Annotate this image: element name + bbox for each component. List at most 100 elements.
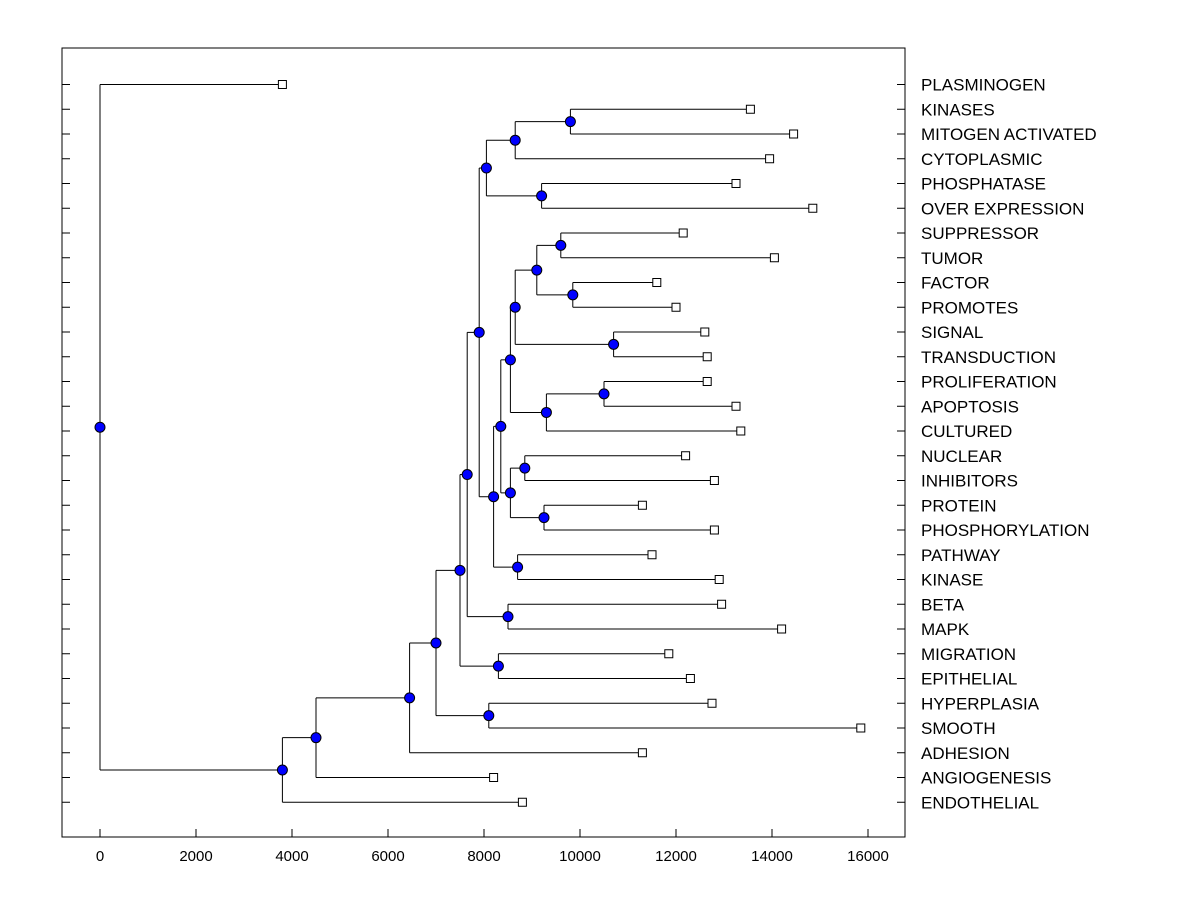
merge-node xyxy=(531,264,543,276)
leaf-label: PROTEIN xyxy=(921,496,997,515)
leaf-label: SMOOTH xyxy=(921,719,996,738)
leaf-marker xyxy=(652,278,662,287)
x-tick-label: 4000 xyxy=(275,848,308,865)
merge-node xyxy=(512,561,524,573)
x-tick-label: 10000 xyxy=(559,848,601,865)
x-tick-label: 0 xyxy=(96,848,104,865)
merge-node xyxy=(430,637,442,649)
merge-node xyxy=(492,660,504,672)
leaf-label: SIGNAL xyxy=(921,323,983,342)
x-tick-label: 6000 xyxy=(371,848,404,865)
leaf-label: TUMOR xyxy=(921,249,983,268)
leaf-marker xyxy=(789,129,799,139)
leaf-label: KINASES xyxy=(921,100,995,119)
leaf-markers xyxy=(277,80,866,807)
merge-node xyxy=(536,190,548,202)
leaf-marker xyxy=(717,599,727,609)
leaf-marker xyxy=(736,426,746,436)
leaf-marker xyxy=(664,649,674,659)
leaf-label: PATHWAY xyxy=(921,546,1001,565)
merge-node xyxy=(502,611,514,623)
leaf-marker xyxy=(856,723,866,733)
x-tick-label: 2000 xyxy=(179,848,212,865)
leaf-label: MIGRATION xyxy=(921,645,1016,664)
leaf-marker xyxy=(769,253,779,263)
leaf-label: SUPPRESSOR xyxy=(921,224,1039,243)
leaf-marker xyxy=(517,797,527,807)
leaf-label: ADHESION xyxy=(921,744,1010,763)
merge-node xyxy=(461,469,473,481)
merge-node xyxy=(310,732,322,744)
merge-node xyxy=(488,491,500,503)
leaf-marker xyxy=(714,575,724,584)
merge-node xyxy=(564,116,576,128)
merge-node xyxy=(504,487,516,499)
merge-node xyxy=(480,162,492,174)
leaf-label: TRANSDUCTION xyxy=(921,348,1056,367)
leaf-label: NUCLEAR xyxy=(921,447,1002,466)
leaf-marker xyxy=(489,773,499,782)
leaf-label: PHOSPHORYLATION xyxy=(921,521,1089,540)
leaf-marker xyxy=(731,179,741,188)
merge-node xyxy=(504,354,516,366)
x-tick-label: 8000 xyxy=(467,848,500,865)
leaf-label: BETA xyxy=(921,595,965,614)
merge-nodes xyxy=(94,116,620,776)
merge-node xyxy=(608,338,620,350)
leaf-label: PROMOTES xyxy=(921,298,1018,317)
leaf-marker xyxy=(637,748,647,758)
leaf-marker xyxy=(678,228,688,238)
leaf-label: FACTOR xyxy=(921,274,990,293)
merge-node xyxy=(567,289,579,301)
leaf-marker xyxy=(637,500,647,510)
x-tick-label: 14000 xyxy=(751,848,793,865)
y-axis-ticks xyxy=(62,84,905,803)
leaf-marker xyxy=(647,550,657,560)
merge-node xyxy=(404,692,416,704)
leaf-label: MITOGEN ACTIVATED xyxy=(921,125,1097,144)
merge-node xyxy=(94,421,106,433)
leaf-label: KINASE xyxy=(921,571,983,590)
leaf-label: OVER EXPRESSION xyxy=(921,199,1084,218)
merge-node xyxy=(519,462,531,474)
leaf-marker xyxy=(709,525,719,535)
leaf-marker xyxy=(731,401,741,411)
leaf-label: CULTURED xyxy=(921,422,1012,441)
merge-node xyxy=(598,388,610,400)
x-axis-ticks: 0 2000 4000 6000 8000 10000 12000 14000 16000 xyxy=(96,829,889,865)
leaf-label: PHOSPHATASE xyxy=(921,175,1046,194)
merge-node xyxy=(509,134,521,146)
leaf-label: INHIBITORS xyxy=(921,472,1018,491)
leaf-label: HYPERPLASIA xyxy=(921,694,1040,713)
merge-node xyxy=(473,326,485,338)
leaf-label: ANGIOGENESIS xyxy=(921,769,1051,788)
leaf-label: EPITHELIAL xyxy=(921,670,1017,689)
leaf-marker xyxy=(777,624,787,634)
leaf-marker xyxy=(702,352,712,362)
leaf-label: PROLIFERATION xyxy=(921,373,1057,392)
x-tick-label: 16000 xyxy=(847,848,889,865)
x-tick-label: 12000 xyxy=(655,848,697,865)
merge-node xyxy=(540,406,552,418)
merge-node xyxy=(483,710,495,722)
leaf-label: ENDOTHELIAL xyxy=(921,793,1039,812)
leaf-marker xyxy=(808,203,818,213)
plot-frame xyxy=(61,47,906,838)
leaf-labels: PLASMINOGEN KINASES MITOGEN ACTIVATED CYTOP… xyxy=(921,76,1097,813)
leaf-label: PLASMINOGEN xyxy=(921,76,1046,95)
leaf-marker xyxy=(765,154,775,164)
leaf-marker xyxy=(700,327,710,337)
leaf-marker xyxy=(681,451,691,461)
merge-node xyxy=(454,564,466,576)
merge-node xyxy=(538,512,550,524)
merge-node xyxy=(555,239,567,251)
merge-node xyxy=(495,420,507,432)
leaf-marker xyxy=(277,80,287,89)
leaf-label: MAPK xyxy=(921,620,970,639)
leaf-label: APOPTOSIS xyxy=(921,397,1019,416)
merge-node xyxy=(509,301,521,313)
merge-node xyxy=(276,764,288,776)
leaf-marker xyxy=(685,674,695,683)
leaf-marker xyxy=(709,476,719,485)
